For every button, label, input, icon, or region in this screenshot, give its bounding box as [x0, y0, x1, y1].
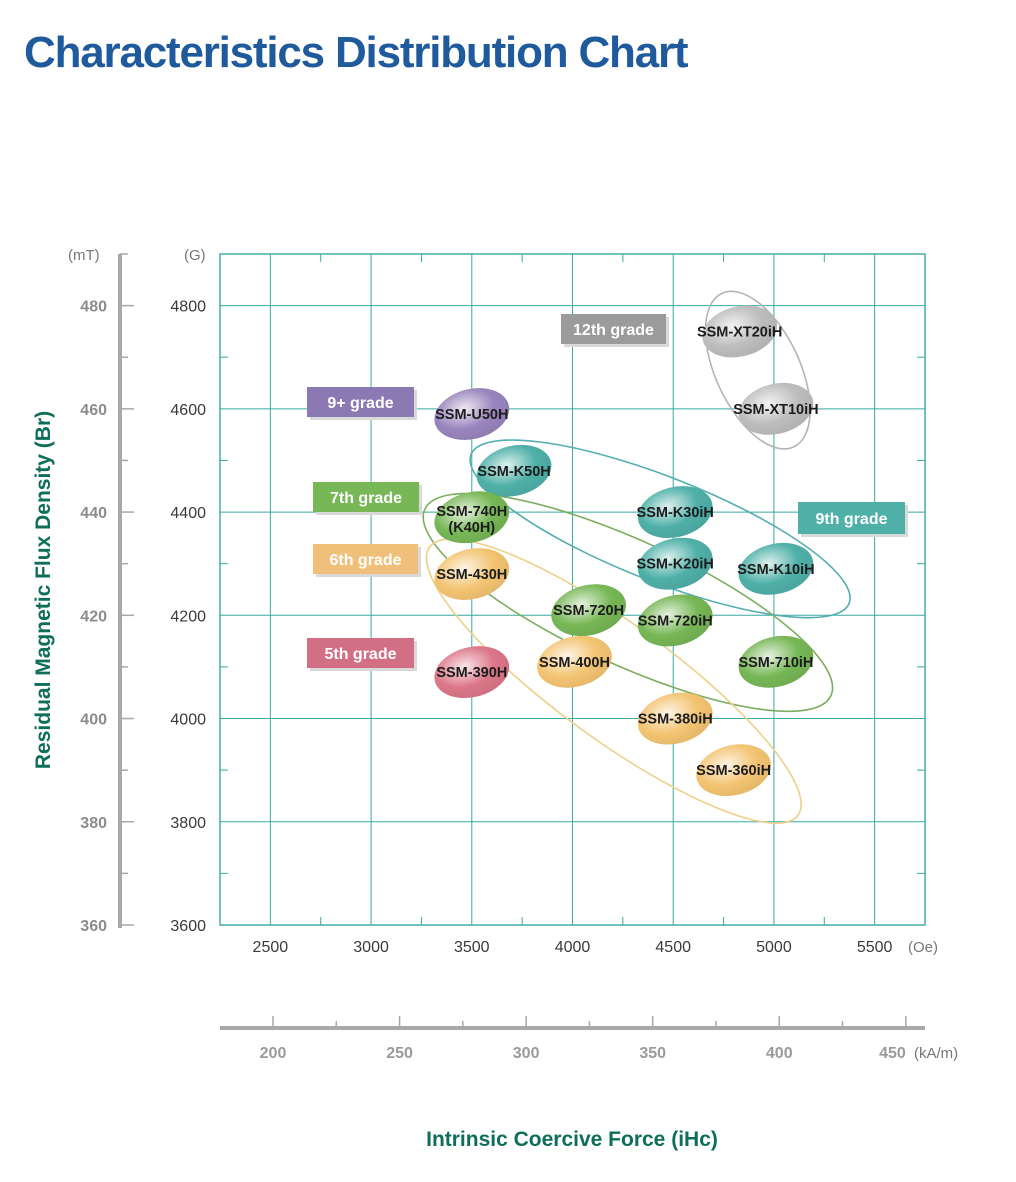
- product-label: SSM-K50H: [477, 464, 550, 480]
- grade-badge-6th-grade: 6th grade: [313, 544, 421, 577]
- grade-badge-label: 9th grade: [815, 511, 887, 528]
- bubble-ssm-430h: [434, 548, 510, 600]
- x-tick-label: 5000: [756, 939, 792, 956]
- bubble-ssm-k50h: [476, 444, 552, 497]
- bubble-ssm-xt20ih: [702, 305, 778, 358]
- bubble-ssm-380ih: [637, 692, 713, 745]
- bubble-ssm-360ih: [696, 744, 772, 797]
- grade-badge-12th-grade: 12th grade: [561, 314, 669, 347]
- ka-tick-label: 400: [766, 1045, 793, 1062]
- product-label: SSM-710iH: [738, 655, 813, 671]
- y-unit-label: (G): [184, 247, 206, 264]
- outline-12th-grade: [704, 290, 811, 450]
- y-tick-label-secondary: 360: [80, 918, 107, 935]
- grade-badge-label: 12th grade: [573, 322, 654, 339]
- y-tick-label-secondary: 460: [80, 402, 107, 419]
- x-unit-secondary-label: (kA/m): [914, 1045, 958, 1062]
- y-tick-label: 4600: [170, 402, 206, 419]
- product-label: SSM-U50H: [435, 407, 508, 423]
- y-tick-label-secondary: 400: [80, 712, 107, 729]
- product-label: SSM-K20iH: [637, 557, 714, 573]
- bubble-ssm-u50h: [434, 388, 510, 440]
- grade-badge-label: 9+ grade: [327, 395, 393, 412]
- x-tick-label: 3000: [353, 939, 389, 956]
- x-tick-label: 4500: [655, 939, 691, 956]
- ka-tick-label: 350: [639, 1045, 666, 1062]
- product-label: SSM-430H: [436, 567, 507, 583]
- x-tick-label: 3500: [454, 939, 490, 956]
- product-label: SSM-360iH: [696, 763, 771, 779]
- grade-badge-box: [798, 502, 905, 534]
- y-tick-label-secondary: 440: [80, 505, 107, 522]
- y-tick-label: 4400: [170, 505, 206, 522]
- y-tick-label: 3800: [170, 815, 206, 832]
- grade-badge-7th-grade: 7th grade: [313, 482, 422, 515]
- y-tick-label-secondary: 420: [80, 608, 107, 625]
- grade-badge-9th-grade: 9th grade: [798, 502, 908, 537]
- ka-tick-label: 250: [386, 1045, 413, 1062]
- grade-badge-label: 5th grade: [324, 646, 396, 663]
- product-label: SSM-K10iH: [737, 562, 814, 578]
- y-tick-label: 3600: [170, 918, 206, 935]
- bubble-ssm-720ih: [637, 594, 713, 647]
- ka-tick-label: 200: [260, 1045, 287, 1062]
- y-tick-label-secondary: 480: [80, 299, 107, 316]
- bubble-ssm-xt10ih: [738, 382, 814, 435]
- y-axis-title: Residual Magnetic Flux Density (Br): [32, 411, 55, 769]
- ka-tick-label: 450: [879, 1045, 906, 1062]
- product-label: SSM-XT10iH: [733, 402, 818, 418]
- grade-badge-box: [307, 387, 414, 417]
- bubble-ssm-k20ih: [637, 537, 713, 590]
- product-label: SSM-740H: [436, 504, 507, 520]
- product-label: SSM-400H: [539, 655, 610, 671]
- bubble-ssm-400h: [537, 635, 612, 688]
- x-tick-label: 2500: [253, 939, 289, 956]
- product-label: SSM-390H: [436, 665, 507, 681]
- grade-badge-label: 6th grade: [329, 552, 401, 569]
- grade-badge-box: [307, 638, 414, 668]
- bubble-ssm-740h: [434, 491, 510, 544]
- product-label-secondary: (K40H): [448, 520, 495, 536]
- grade-badge-box: [313, 544, 418, 574]
- grade-badge-5th-grade: 5th grade: [307, 638, 417, 671]
- bubble-ssm-k10ih: [738, 542, 814, 595]
- product-label: SSM-720iH: [638, 613, 713, 629]
- product-label: SSM-XT20iH: [697, 324, 782, 340]
- ka-tick-label: 300: [513, 1045, 540, 1062]
- y-tick-label: 4000: [170, 712, 206, 729]
- product-label: SSM-720H: [553, 603, 624, 619]
- x-tick-label: 4000: [555, 939, 591, 956]
- bubble-ssm-720h: [551, 584, 626, 637]
- grade-badge-box: [313, 482, 419, 512]
- bubble-ssm-710ih: [738, 635, 814, 688]
- x-unit-label: (Oe): [908, 939, 938, 956]
- y-unit-secondary-label: (mT): [68, 247, 100, 264]
- y-tick-label: 4200: [170, 608, 206, 625]
- grade-badge-box: [561, 314, 666, 344]
- bubble-ssm-390h: [434, 646, 510, 699]
- bubble-ssm-k30ih: [637, 486, 713, 539]
- grade-badge-label: 7th grade: [330, 490, 402, 507]
- y-tick-label-secondary: 380: [80, 815, 107, 832]
- page-title: Characteristics Distribution Chart: [24, 28, 689, 77]
- product-label: SSM-K30iH: [637, 505, 714, 521]
- y-tick-label: 4800: [170, 299, 206, 316]
- x-axis-title: Intrinsic Coercive Force (iHc): [426, 1128, 718, 1151]
- product-label: SSM-380iH: [638, 712, 713, 728]
- x-tick-label: 5500: [857, 939, 893, 956]
- grade-badge-9-grade: 9+ grade: [307, 387, 417, 420]
